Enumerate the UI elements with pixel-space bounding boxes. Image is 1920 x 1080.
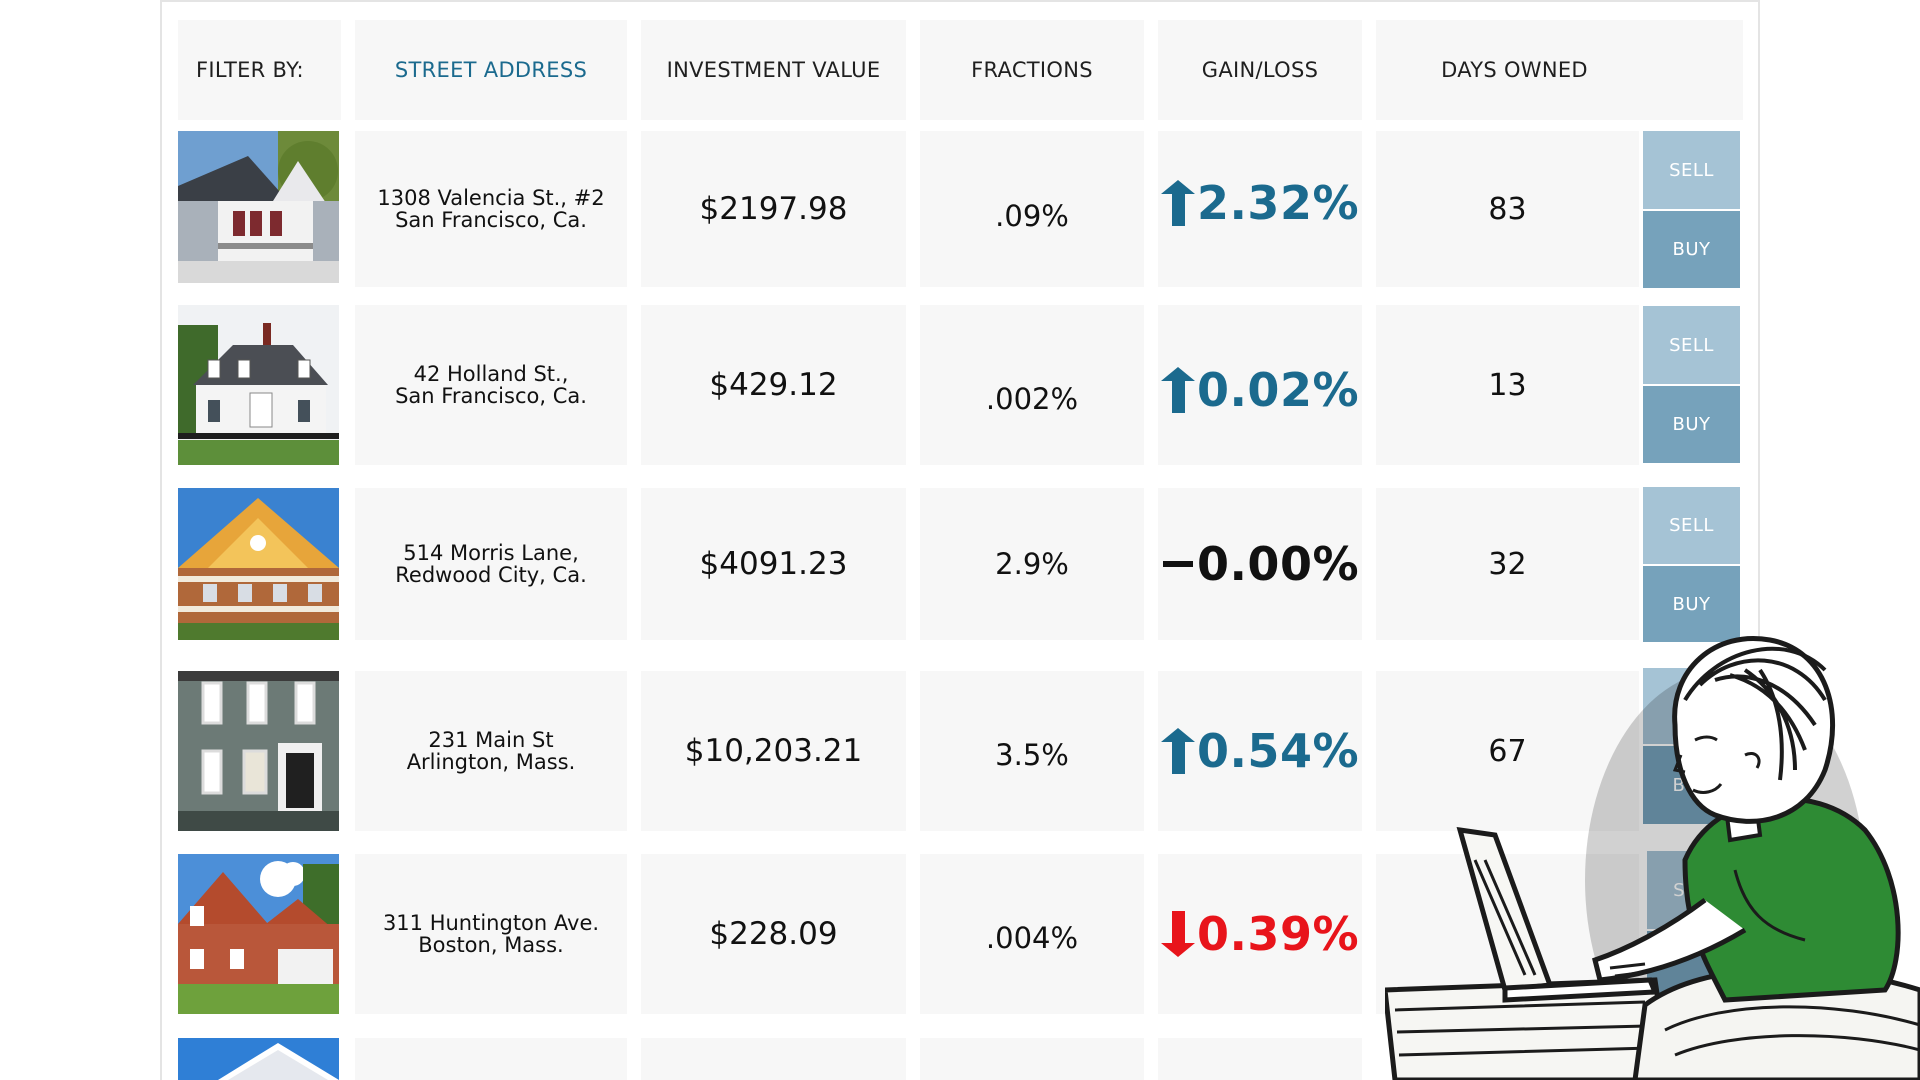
column-header-fractions[interactable]: FRACTIONS [920,20,1144,120]
gain-loss-value: 0.00% [1158,488,1362,640]
gain-loss-text: 0.54% [1196,724,1360,778]
buy-button[interactable]: BUY [1643,566,1740,642]
property-photo[interactable] [178,854,339,1014]
street-address: 231 Main St Arlington, Mass. [355,671,627,831]
sell-button[interactable]: SELL [1643,131,1740,209]
street-address: 42 Holland St., San Francisco, Ca. [355,305,627,465]
address-line-2: San Francisco, Ca. [395,384,587,408]
gain-loss-value [1158,1038,1362,1080]
gain-loss-value: 0.54% [1158,671,1362,831]
fraction-value: .09% [920,131,1144,287]
investment-value: $228.09 [641,854,906,1014]
street-address: 514 Morris Lane, Redwood City, Ca. [355,488,627,640]
investment-value [641,1038,906,1080]
property-photo[interactable] [178,131,339,283]
person-at-laptop-illustration [1385,630,1920,1080]
fraction-value: 3.5% [920,671,1144,831]
gain-loss-text: 0.02% [1196,363,1360,417]
sell-button[interactable]: SELL [1643,487,1740,564]
address-line-1: 42 Holland St., [413,362,569,386]
address-line-1: 514 Morris Lane, [403,541,579,565]
address-line-2: Boston, Mass. [418,933,564,957]
investment-value: $429.12 [641,305,906,465]
address-line-1: 311 Huntington Ave. [382,911,600,935]
property-photo[interactable] [178,1038,339,1080]
column-header-street-address[interactable]: STREET ADDRESS [355,20,627,120]
street-address [355,1038,627,1080]
page-frame [160,0,1760,1080]
fraction-value: .004% [920,854,1144,1014]
dash-icon [1161,541,1195,587]
fraction-value: .002% [920,305,1144,465]
days-owned-value: 32 [1376,488,1639,640]
buy-button[interactable]: BUY [1643,386,1740,463]
address-line-2: Redwood City, Ca. [395,563,587,587]
arrow-down-icon [1160,911,1195,957]
address-line-1: 231 Main St [428,728,554,752]
address-line-2: San Francisco, Ca. [395,208,587,232]
arrow-up-icon [1160,367,1195,413]
property-photo[interactable] [178,671,339,831]
property-photo[interactable] [178,305,339,465]
gain-loss-value: 0.39% [1158,854,1362,1014]
property-photo[interactable] [178,488,339,640]
address-line-2: Arlington, Mass. [406,750,576,774]
days-owned-value: 67 [1376,671,1639,831]
fraction-value [920,1038,1144,1080]
days-owned-value: 83 [1376,131,1639,287]
arrow-up-icon [1160,180,1195,226]
column-header-investment-value[interactable]: INVESTMENT VALUE [641,20,906,120]
sell-button[interactable]: SELL [1643,306,1740,384]
buy-button[interactable]: BUY [1643,211,1740,288]
gain-loss-text: 0.39% [1196,907,1360,961]
gain-loss-text: 2.32% [1196,176,1360,230]
fraction-value: 2.9% [920,488,1144,640]
gain-loss-value: 2.32% [1158,131,1362,287]
column-header-gain-loss[interactable]: GAIN/LOSS [1158,20,1362,120]
column-header-days-owned[interactable]: DAYS OWNED [1376,20,1743,120]
street-address: 311 Huntington Ave. Boston, Mass. [355,854,627,1014]
address-line-1: 1308 Valencia St., #2 [377,186,605,210]
arrow-up-icon [1160,728,1195,774]
gain-loss-value: 0.02% [1158,305,1362,465]
investment-value: $10,203.21 [641,671,906,831]
street-address: 1308 Valencia St., #2 San Francisco, Ca. [355,131,627,287]
gain-loss-text: 0.00% [1196,537,1360,591]
investment-value: $4091.23 [641,488,906,640]
filter-by-label: FILTER BY: [178,20,341,120]
days-owned-value: 13 [1376,305,1639,465]
investment-value: $2197.98 [641,131,906,287]
